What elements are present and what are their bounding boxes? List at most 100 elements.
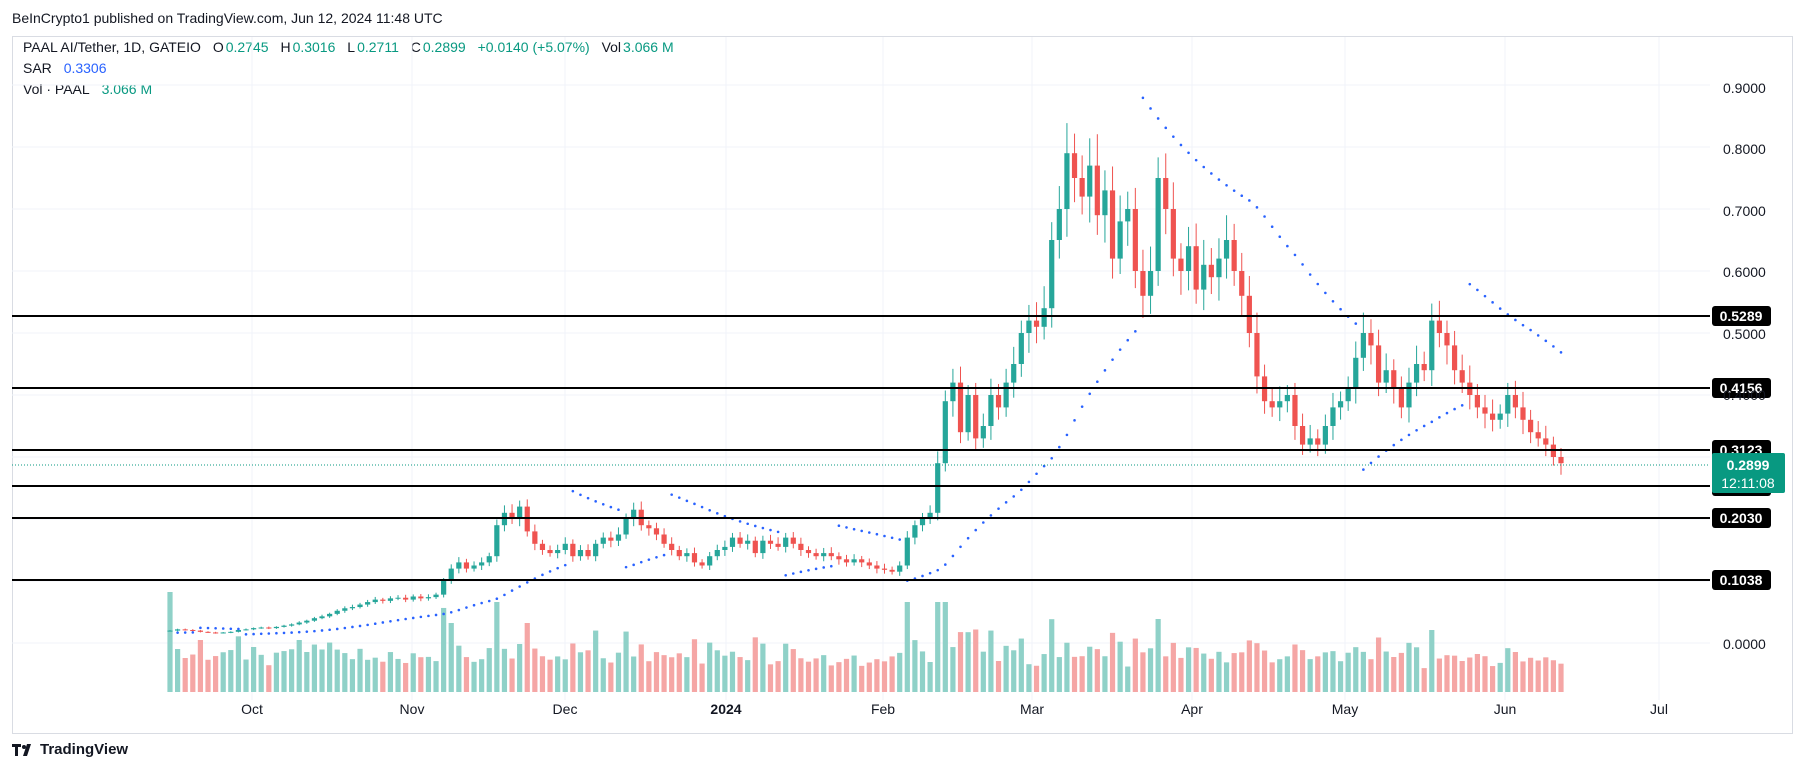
sar-dot [1217,178,1221,181]
sar-dot [700,505,704,509]
volume-bar [1345,652,1351,692]
sar-dot [366,623,369,627]
sar-dot [1194,158,1198,162]
sar-dot [1286,244,1289,248]
sar-dot [617,508,620,512]
volume-bar [653,652,660,692]
volume-bar [372,657,378,692]
volume-bar [1011,650,1017,692]
volume-bar [1216,651,1222,692]
candle-body [1353,357,1359,389]
sar-dot [1407,433,1411,437]
sar-dot [427,614,430,618]
candle-body [965,395,971,433]
sar-dot [1476,288,1479,292]
sar-dot [586,496,590,500]
candle-body [304,620,310,623]
candle-body [684,553,690,557]
volume-bar [965,632,971,692]
sar-dot [1552,345,1555,348]
candle-body [1132,209,1138,271]
tradingview-logo[interactable]: TradingView [12,741,128,758]
candle-body [1208,264,1214,278]
sar-dot [1278,235,1282,239]
volume-bar [790,649,796,692]
volume-bar [775,661,781,692]
published-by-line: BeInCrypto1 published on TradingView.com… [12,10,443,26]
sar-dot [176,631,179,634]
volume-bar [456,645,462,692]
volume-bar [676,653,682,692]
sar-dot [997,507,1000,510]
sar-dot [609,505,613,509]
time-tick-label: Jun [1494,701,1517,717]
low-value: 0.2711 [357,39,399,55]
sar-dot [1293,253,1297,257]
sar-dot [1080,405,1084,408]
candle-body [1033,320,1040,327]
candle-body [273,626,280,629]
candle-body [1512,395,1518,408]
volume-bar [638,644,644,692]
sar-dot [959,545,962,549]
sar-dot [525,581,529,584]
volume-bar [608,662,614,692]
volume-bar [1261,650,1268,692]
volume-bar [615,652,622,692]
candle-body [927,512,933,519]
volume-bar [1094,649,1100,692]
sar-dot [837,524,841,527]
volume-bar [1155,619,1161,692]
candle-body [281,625,287,627]
candle-body [1429,320,1435,371]
volume-bar [1140,652,1146,692]
candle-body [334,610,340,614]
sar-dot [928,571,932,575]
candle-body [737,537,743,544]
candle-body [646,525,652,529]
candle-body [1231,240,1237,271]
sar-dot [1377,455,1380,458]
volume-bar [479,659,485,692]
volume-bar [1315,656,1321,692]
volume-bar [1170,642,1176,692]
volume-bar [1132,638,1138,692]
volume-bar [197,640,204,692]
time-tick-label: Nov [400,701,425,717]
sar-dot [974,528,978,532]
sar-dot [1354,322,1358,325]
sar-dot [282,631,286,635]
sar-dot [921,574,924,578]
sar-dot [510,589,514,592]
sar-dot [715,512,719,515]
volume-bar [1368,659,1374,692]
volume-bar [1254,643,1260,692]
candle-body [1406,382,1412,408]
symbol-name[interactable]: PAAL AI/Tether, 1D, GATEIO [23,39,201,55]
sar-dot [556,566,559,570]
candle-body [1322,426,1328,445]
price-tick-label: 0.9000 [1723,80,1766,96]
sar-dot [746,522,749,526]
sar-dot [1210,172,1213,175]
sar-dot [396,618,400,622]
volume-bar [729,651,736,692]
sar-dots [176,96,1563,636]
volume-bar [881,661,888,692]
sar-legend-row[interactable]: SAR 0.3306 [23,60,109,76]
sar-dot [1339,307,1342,311]
price-tick-label: 0.6000 [1723,264,1766,280]
grid-lines [12,37,1710,700]
sar-dot [389,619,392,623]
candle-body [1125,209,1131,222]
sar-dot [624,565,628,569]
sar-dot [320,629,324,632]
volume-bar [783,643,789,692]
volume-bar [684,657,690,692]
sar-dot [890,536,894,540]
candle-body [448,568,454,581]
sar-dot [1134,330,1137,333]
volume-bar [843,658,850,692]
candle-body [1337,401,1344,408]
